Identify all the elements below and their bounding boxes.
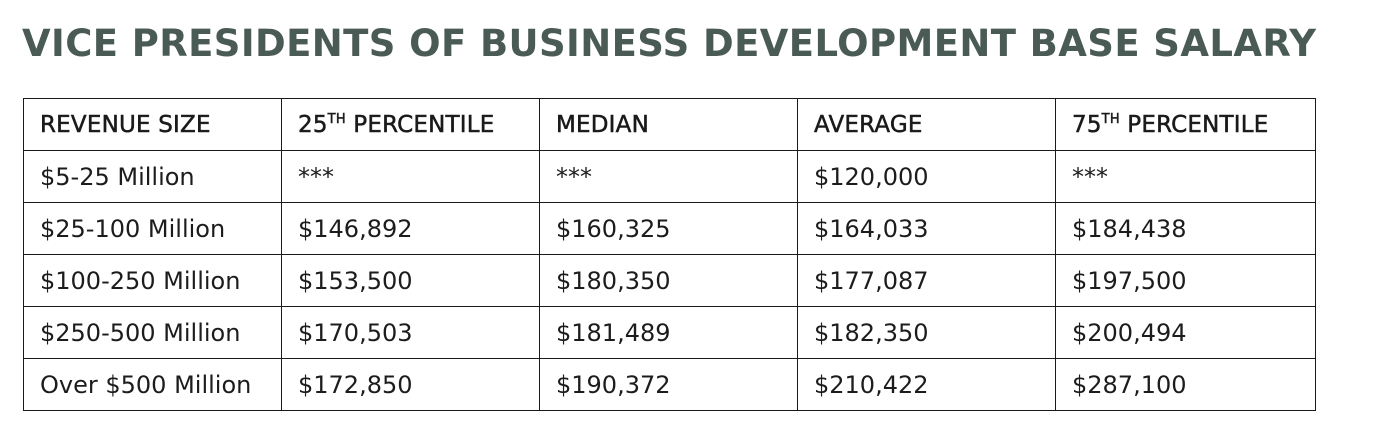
cell-75th-percentile: *** [1055, 150, 1316, 203]
cell-revenue-size: $100-250 Million [23, 254, 282, 307]
column-header-revenue-size: REVENUE SIZE [23, 98, 282, 151]
cell-25th-percentile: *** [281, 150, 540, 203]
column-header-median: MEDIAN [539, 98, 798, 151]
page-title: VICE PRESIDENTS OF BUSINESS DEVELOPMENT … [22, 22, 1317, 65]
cell-75th-percentile: $287,100 [1055, 358, 1316, 411]
cell-average: $164,033 [797, 202, 1056, 255]
column-header-75th-percentile: 75TH PERCENTILE [1055, 98, 1316, 151]
table-row: $100-250 Million $153,500 $180,350 $177,… [23, 254, 1316, 307]
cell-revenue-size: $25-100 Million [23, 202, 282, 255]
cell-revenue-size: $250-500 Million [23, 306, 282, 359]
table-row: Over $500 Million $172,850 $190,372 $210… [23, 358, 1316, 411]
salary-table: REVENUE SIZE 25TH PERCENTILE MEDIAN AVER… [23, 98, 1316, 411]
cell-25th-percentile: $170,503 [281, 306, 540, 359]
cell-revenue-size: $5-25 Million [23, 150, 282, 203]
cell-25th-percentile: $153,500 [281, 254, 540, 307]
cell-75th-percentile: $184,438 [1055, 202, 1316, 255]
header-row: REVENUE SIZE 25TH PERCENTILE MEDIAN AVER… [23, 98, 1316, 151]
cell-median: $181,489 [539, 306, 798, 359]
cell-25th-percentile: $172,850 [281, 358, 540, 411]
cell-median: $190,372 [539, 358, 798, 411]
cell-average: $210,422 [797, 358, 1056, 411]
cell-median: *** [539, 150, 798, 203]
cell-75th-percentile: $197,500 [1055, 254, 1316, 307]
cell-average: $120,000 [797, 150, 1056, 203]
table-row: $5-25 Million *** *** $120,000 *** [23, 150, 1316, 203]
cell-average: $177,087 [797, 254, 1056, 307]
cell-75th-percentile: $200,494 [1055, 306, 1316, 359]
cell-median: $160,325 [539, 202, 798, 255]
cell-median: $180,350 [539, 254, 798, 307]
table-row: $25-100 Million $146,892 $160,325 $164,0… [23, 202, 1316, 255]
column-header-average: AVERAGE [797, 98, 1056, 151]
cell-average: $182,350 [797, 306, 1056, 359]
column-header-25th-percentile: 25TH PERCENTILE [281, 98, 540, 151]
cell-revenue-size: Over $500 Million [23, 358, 282, 411]
table-row: $250-500 Million $170,503 $181,489 $182,… [23, 306, 1316, 359]
cell-25th-percentile: $146,892 [281, 202, 540, 255]
